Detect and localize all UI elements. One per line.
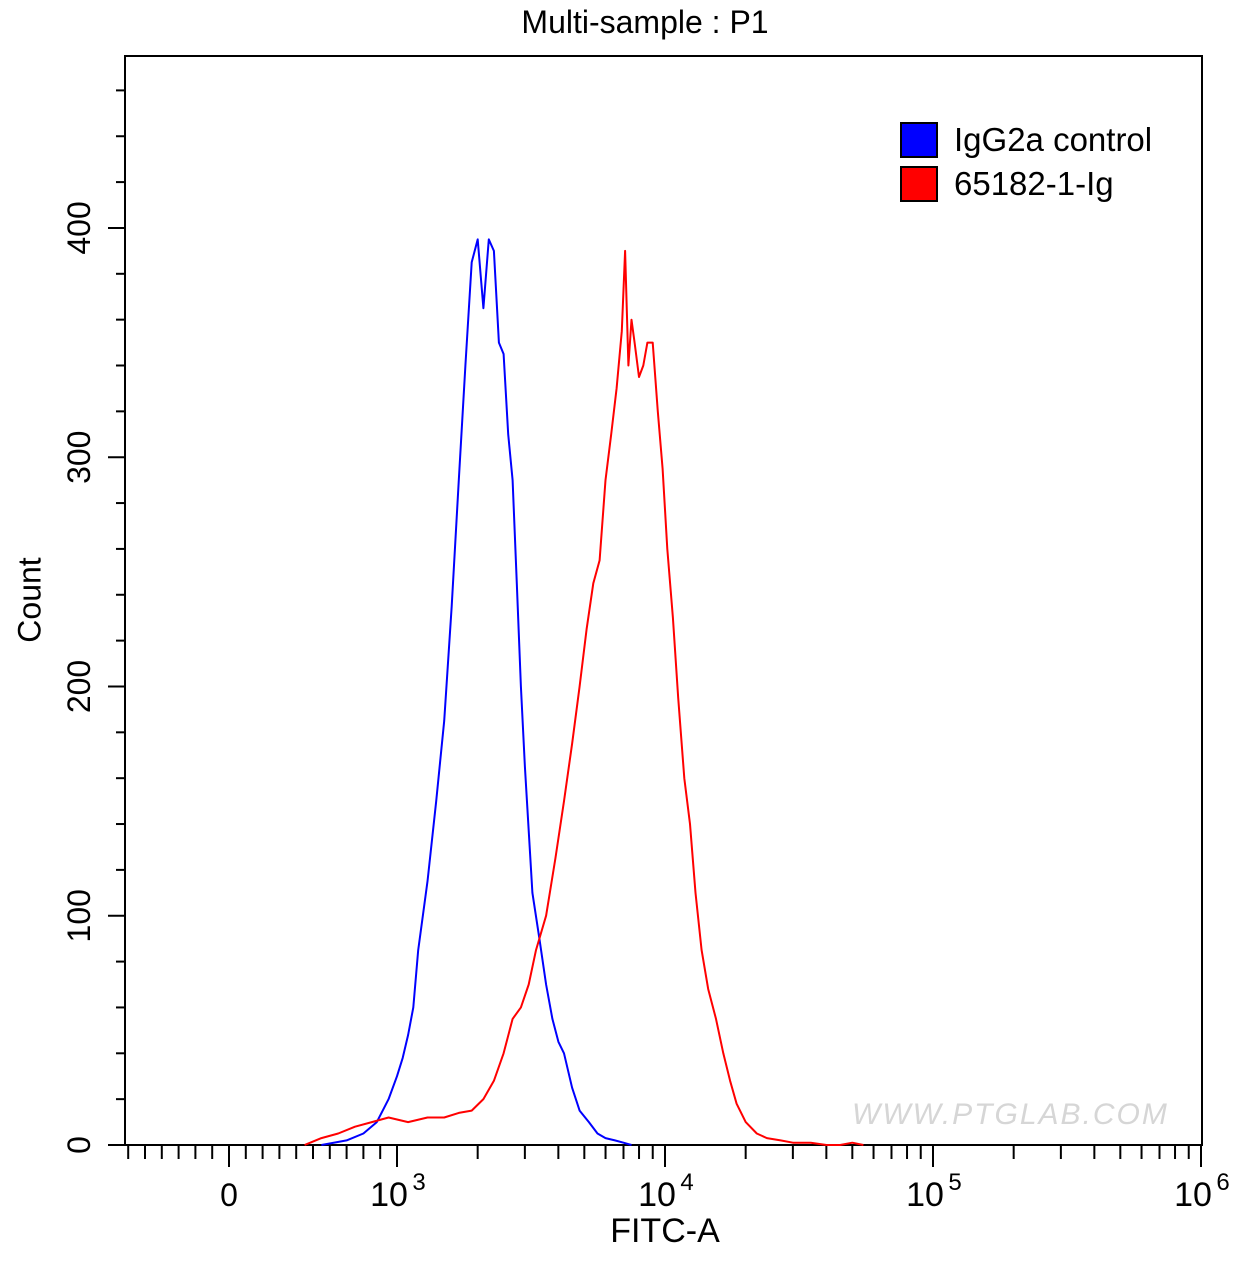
series-line-igg2a-control bbox=[321, 238, 632, 1146]
y-axis-label: Count bbox=[11, 557, 48, 643]
legend-item-igg2a-control: IgG2a control bbox=[900, 118, 1152, 162]
x-tick-exponent: 5 bbox=[948, 1169, 961, 1196]
y-tick-label: 0 bbox=[61, 1136, 97, 1154]
series-line-65182-1-ig bbox=[304, 249, 864, 1146]
x-tick-exponent: 3 bbox=[412, 1169, 425, 1196]
plot-frame bbox=[124, 55, 1203, 1146]
x-axis-label: FITC-A bbox=[610, 1212, 720, 1250]
y-tick-label: 300 bbox=[61, 431, 97, 484]
legend-label: 65182-1-Ig bbox=[954, 165, 1114, 202]
x-tick-label: 10 bbox=[906, 1176, 944, 1214]
legend-item-65182-1-ig: 65182-1-Ig bbox=[900, 162, 1152, 206]
x-tick-label: 10 bbox=[638, 1176, 676, 1214]
series-layer bbox=[304, 238, 864, 1146]
x-tick-label: 0 bbox=[220, 1177, 238, 1213]
y-tick-label: 200 bbox=[61, 660, 97, 713]
watermark: WWW.PTGLAB.COM bbox=[852, 1098, 1169, 1131]
chart-title: Multi-sample : P1 bbox=[521, 4, 769, 40]
x-axis: 0 10 3 10 4 10 5 10 6 bbox=[127, 1145, 1230, 1214]
x-tick-exponent: 6 bbox=[1216, 1169, 1229, 1196]
y-tick-label: 100 bbox=[61, 889, 97, 942]
x-tick-label: 10 bbox=[370, 1176, 408, 1214]
legend-swatch-blue bbox=[900, 122, 938, 158]
legend: IgG2a control 65182-1-Ig bbox=[900, 118, 1152, 206]
legend-swatch-red bbox=[900, 166, 938, 202]
y-axis: 0 100 200 300 400 bbox=[61, 89, 125, 1154]
x-tick-label: 10 bbox=[1174, 1176, 1212, 1214]
legend-label: IgG2a control bbox=[954, 121, 1153, 158]
y-tick-label: 400 bbox=[61, 201, 97, 254]
x-tick-exponent: 4 bbox=[680, 1169, 693, 1196]
